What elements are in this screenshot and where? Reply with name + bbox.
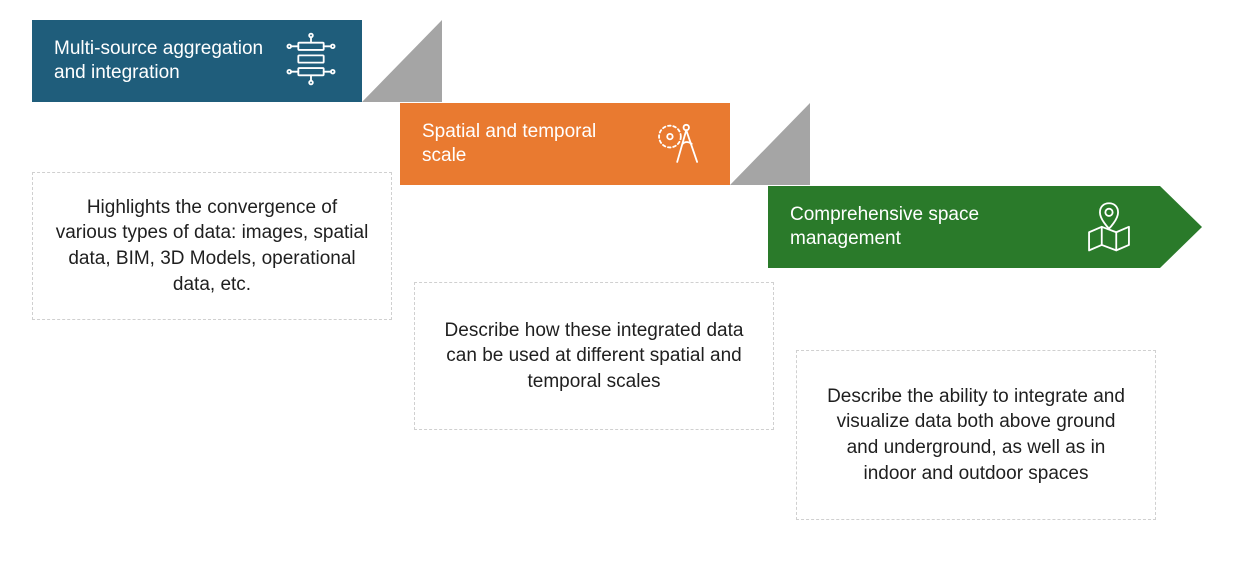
step-description: Describe how these integrated data can b… (414, 282, 774, 430)
step-description: Describe the ability to integrate and vi… (796, 350, 1156, 520)
step-header: Multi-source aggregation and integration (32, 20, 442, 102)
step-description-text: Highlights the convergence of various ty… (55, 195, 369, 298)
step-title: Comprehensive space management (790, 203, 1030, 251)
step-title: Multi-source aggregation and integration (54, 37, 272, 85)
arrow-point (1160, 186, 1202, 268)
step-header: Spatial and temporal scale (400, 103, 810, 185)
header-wedge (362, 20, 442, 102)
header-bar: Spatial and temporal scale (400, 103, 730, 185)
step-title: Spatial and temporal scale (422, 120, 640, 168)
compass-icon (650, 113, 708, 176)
step-header: Comprehensive space management (768, 186, 1202, 268)
header-bar: Comprehensive space management (768, 186, 1160, 268)
staircase-diagram: Multi-source aggregation and integration (0, 0, 1242, 574)
header-bar: Multi-source aggregation and integration (32, 20, 362, 102)
step-description: Highlights the convergence of various ty… (32, 172, 392, 320)
map-pin-icon (1080, 196, 1138, 259)
step-description-text: Describe the ability to integrate and vi… (819, 384, 1133, 487)
header-wedge (730, 103, 810, 185)
step-description-text: Describe how these integrated data can b… (437, 318, 751, 395)
server-stack-icon (282, 30, 340, 93)
